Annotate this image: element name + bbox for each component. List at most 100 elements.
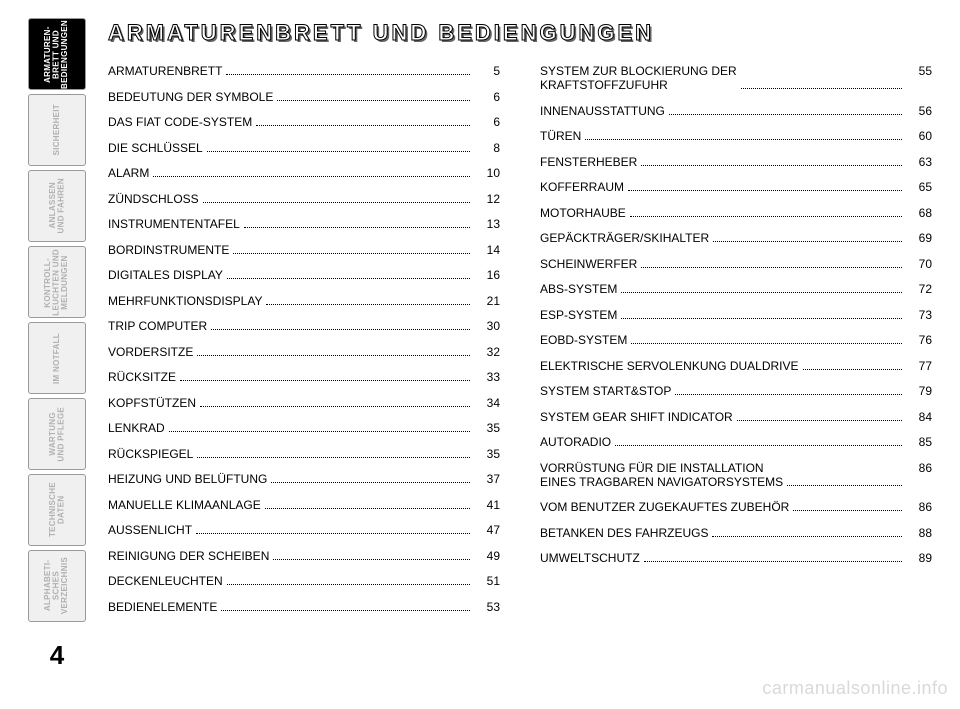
toc-row[interactable]: REINIGUNG DER SCHEIBEN49 (108, 549, 500, 563)
sidebar-tab[interactable]: ALPHABETI- SCHES VERZEICHNIS (28, 550, 86, 622)
toc-row[interactable]: KOFFERRAUM65 (540, 180, 932, 194)
toc-page: 70 (906, 257, 932, 271)
toc-row[interactable]: ELEKTRISCHE SERVOLENKUNG DUALDRIVE77 (540, 359, 932, 373)
sidebar-tab[interactable]: KONTROLL- LEUCHTEN UND MELDUNGEN (28, 246, 86, 318)
toc-dots (628, 190, 902, 191)
toc-page: 86 (906, 500, 932, 514)
toc-dots (226, 74, 470, 75)
toc-row[interactable]: RÜCKSPIEGEL 35 (108, 447, 500, 461)
toc-row[interactable]: AUTORADIO85 (540, 435, 932, 449)
toc-dots (203, 202, 470, 203)
toc-label: RÜCKSPIEGEL (108, 447, 193, 461)
toc-row[interactable]: DIE SCHLÜSSEL 8 (108, 141, 500, 155)
sidebar-tab[interactable]: ARMATUREN- BRETT UND BEDIENGUNGEN (28, 18, 86, 90)
toc-row[interactable]: TRIP COMPUTER30 (108, 319, 500, 333)
toc-row[interactable]: VORDERSITZE32 (108, 345, 500, 359)
toc-row[interactable]: UMWELTSCHUTZ89 (540, 551, 932, 565)
toc-page: 21 (474, 294, 500, 308)
toc-row[interactable]: VORRÜSTUNG FÜR DIE INSTALLATION EINES TR… (540, 461, 932, 489)
toc-label: GEPÄCKTRÄGER/SKIHALTER (540, 231, 709, 245)
toc-row[interactable]: BEDEUTUNG DER SYMBOLE 6 (108, 90, 500, 104)
toc-dots (196, 533, 470, 534)
toc-page: 14 (474, 243, 500, 257)
sidebar-tab-label: IM NOTFALL (53, 333, 61, 384)
toc-label: SYSTEM GEAR SHIFT INDICATOR (540, 410, 733, 424)
toc-label: MEHRFUNKTIONSDISPLAY (108, 294, 262, 308)
toc-page: 32 (474, 345, 500, 359)
toc-row[interactable]: MOTORHAUBE68 (540, 206, 932, 220)
toc-row[interactable]: BETANKEN DES FAHRZEUGS88 (540, 526, 932, 540)
chapter-heading: ARMATURENBRETT UND BEDIENGUNGEN ARMATURE… (108, 20, 932, 58)
toc-row[interactable]: LENKRAD35 (108, 421, 500, 435)
toc-row[interactable]: ARMATURENBRETT5 (108, 64, 500, 78)
toc-row[interactable]: KOPFSTÜTZEN34 (108, 396, 500, 410)
toc-page: 86 (906, 461, 932, 475)
toc-label: SCHEINWERFER (540, 257, 637, 271)
toc-row[interactable]: VOM BENUTZER ZUGEKAUFTES ZUBEHÖR86 (540, 500, 932, 514)
toc-label: DIE SCHLÜSSEL (108, 141, 203, 155)
toc-row[interactable]: HEIZUNG UND BELÜFTUNG37 (108, 472, 500, 486)
toc-label: EOBD-SYSTEM (540, 333, 627, 347)
sidebar-tab[interactable]: SICHERHEIT (28, 94, 86, 166)
toc-row[interactable]: ALARM10 (108, 166, 500, 180)
toc-label: BEDEUTUNG DER SYMBOLE (108, 90, 273, 104)
toc-row[interactable]: DIGITALES DISPLAY16 (108, 268, 500, 282)
toc-dots (803, 369, 902, 370)
toc-row[interactable]: SYSTEM ZUR BLOCKIERUNG DER KRAFTSTOFFZUF… (540, 64, 932, 92)
toc-dots (265, 508, 470, 509)
toc-row[interactable]: SCHEINWERFER 70 (540, 257, 932, 271)
toc-dots (630, 216, 902, 217)
toc-row[interactable]: DECKENLEUCHTEN51 (108, 574, 500, 588)
toc-label: ABS-SYSTEM (540, 282, 617, 296)
toc-page: 89 (906, 551, 932, 565)
toc-row[interactable]: BORDINSTRUMENTE14 (108, 243, 500, 257)
toc-page: 77 (906, 359, 932, 373)
toc-row[interactable]: ZÜNDSCHLOSS12 (108, 192, 500, 206)
toc-page: 13 (474, 217, 500, 231)
toc-dots (266, 304, 470, 305)
toc-page: 35 (474, 447, 500, 461)
toc-dots (621, 318, 902, 319)
toc-label: ZÜNDSCHLOSS (108, 192, 199, 206)
toc-row[interactable]: TÜREN60 (540, 129, 932, 143)
toc-row[interactable]: DAS FIAT CODE-SYSTEM6 (108, 115, 500, 129)
toc-row[interactable]: RÜCKSITZE33 (108, 370, 500, 384)
toc-dots (713, 241, 902, 242)
toc-page: 76 (906, 333, 932, 347)
toc-row[interactable]: FENSTERHEBER63 (540, 155, 932, 169)
toc-page: 6 (474, 115, 500, 129)
toc-dots (256, 125, 470, 126)
sidebar-tab[interactable]: IM NOTFALL (28, 322, 86, 394)
toc-label: AUSSENLICHT (108, 523, 192, 537)
toc-row[interactable]: EOBD-SYSTEM 76 (540, 333, 932, 347)
toc-page: 35 (474, 421, 500, 435)
toc-label: AUTORADIO (540, 435, 611, 449)
toc-row[interactable]: INSTRUMENTENTAFEL13 (108, 217, 500, 231)
toc-page: 8 (474, 141, 500, 155)
toc-dots (641, 165, 902, 166)
toc-dots (585, 139, 902, 140)
toc-row[interactable]: SYSTEM START&STOP79 (540, 384, 932, 398)
toc-page: 6 (474, 90, 500, 104)
toc-row[interactable]: GEPÄCKTRÄGER/SKIHALTER69 (540, 231, 932, 245)
sidebar-tab[interactable]: WARTUNG UND PFLEGE (28, 398, 86, 470)
toc-dots (200, 406, 470, 407)
sidebar-tab-label: TECHNISCHE DATEN (49, 482, 66, 537)
toc-label: HEIZUNG UND BELÜFTUNG (108, 472, 267, 486)
sidebar-tab[interactable]: TECHNISCHE DATEN (28, 474, 86, 546)
toc-row[interactable]: BEDIENELEMENTE53 (108, 600, 500, 614)
toc-label: BETANKEN DES FAHRZEUGS (540, 526, 708, 540)
toc-row[interactable]: ESP-SYSTEM73 (540, 308, 932, 322)
toc-row[interactable]: AUSSENLICHT47 (108, 523, 500, 537)
toc-dots (793, 510, 902, 511)
toc-row[interactable]: INNENAUSSTATTUNG56 (540, 104, 932, 118)
toc-row[interactable]: MANUELLE KLIMAANLAGE41 (108, 498, 500, 512)
toc-row[interactable]: SYSTEM GEAR SHIFT INDICATOR84 (540, 410, 932, 424)
toc-row[interactable]: ABS-SYSTEM72 (540, 282, 932, 296)
toc-page: 65 (906, 180, 932, 194)
toc-label: DIGITALES DISPLAY (108, 268, 223, 282)
toc-column-right: SYSTEM ZUR BLOCKIERUNG DER KRAFTSTOFFZUF… (540, 64, 932, 625)
toc-row[interactable]: MEHRFUNKTIONSDISPLAY 21 (108, 294, 500, 308)
toc-dots (621, 292, 902, 293)
sidebar-tab[interactable]: ANLASSEN UND FAHREN (28, 170, 86, 242)
